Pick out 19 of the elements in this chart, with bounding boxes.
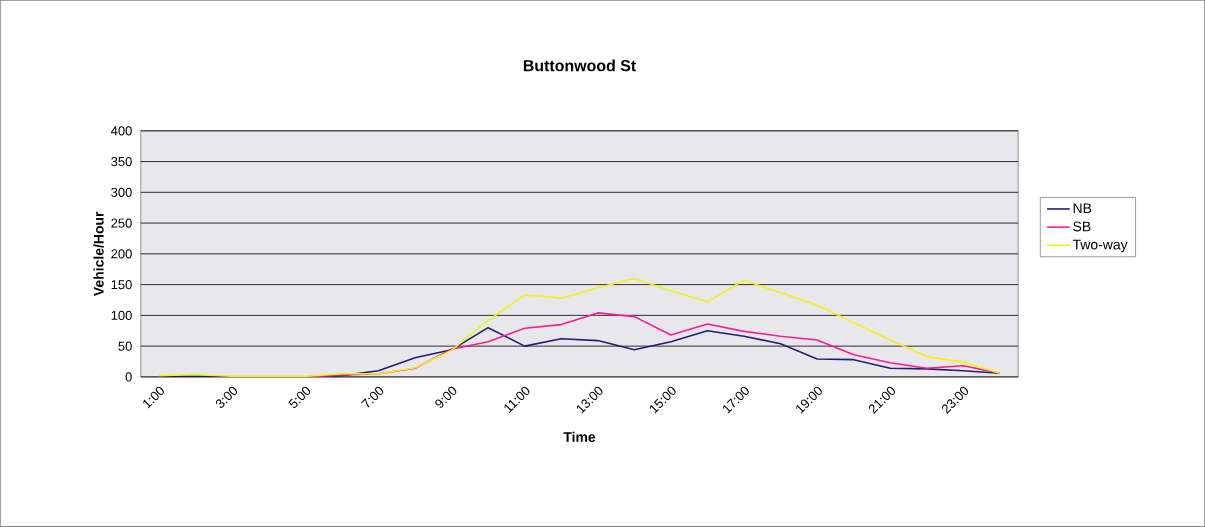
x-axis-title: Time bbox=[563, 431, 596, 443]
y-tick-label: 50 bbox=[118, 341, 132, 351]
y-tick-label: 250 bbox=[111, 218, 132, 228]
legend-label: SB bbox=[1073, 221, 1091, 232]
x-tick-label: 5:00 bbox=[288, 386, 311, 409]
chart-title: Buttonwood St bbox=[523, 59, 636, 72]
legend-label: Two-way bbox=[1072, 239, 1128, 253]
x-tick-label: 3:00 bbox=[215, 386, 238, 409]
y-tick-label: 200 bbox=[111, 249, 132, 259]
y-axis-title: Vehicle/Hour bbox=[93, 211, 104, 297]
legend-label: NB bbox=[1073, 203, 1092, 214]
y-tick-label: 300 bbox=[111, 187, 132, 198]
x-tick-label: 9:00 bbox=[435, 386, 457, 408]
x-tick-label: 7:00 bbox=[361, 386, 384, 408]
y-tick-label: 0 bbox=[125, 372, 132, 382]
y-tick-label: 350 bbox=[111, 157, 132, 167]
y-tick-label: 400 bbox=[110, 126, 132, 136]
y-tick-label: 150 bbox=[111, 280, 132, 290]
y-tick-label: 100 bbox=[111, 310, 132, 321]
